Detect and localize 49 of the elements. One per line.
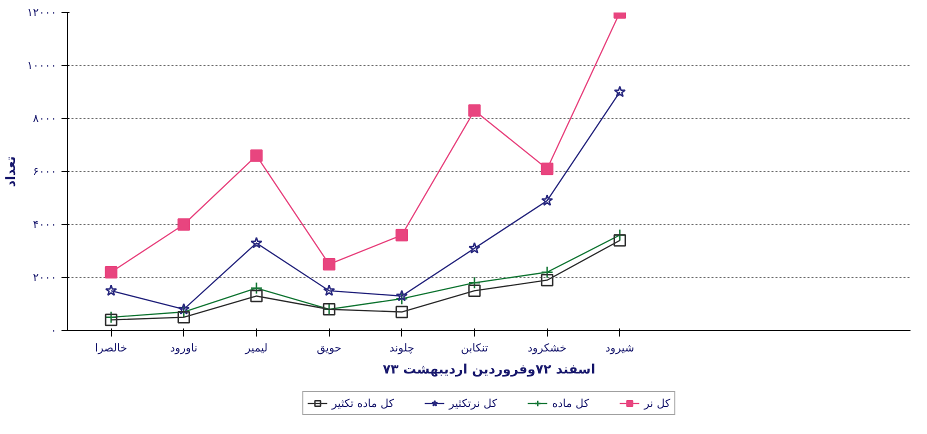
point xyxy=(178,218,190,231)
point xyxy=(104,311,118,324)
point xyxy=(178,311,190,324)
point xyxy=(250,149,263,162)
point xyxy=(540,266,554,278)
point xyxy=(105,284,118,296)
point xyxy=(396,292,408,305)
point xyxy=(540,162,554,176)
x-tick-label: چلوند xyxy=(389,342,414,354)
point xyxy=(541,194,554,206)
point xyxy=(250,236,262,248)
y-axis-title: تعداد xyxy=(4,156,19,187)
legend-label: کل نر xyxy=(644,396,670,410)
point xyxy=(396,290,408,302)
y-tick-label: ۸۰۰۰ xyxy=(32,112,57,125)
y-tick-label: ۴۰۰۰ xyxy=(32,218,57,231)
y-tick-label: ۱۰۰۰۰ xyxy=(26,59,57,72)
point xyxy=(250,290,263,302)
point xyxy=(250,282,263,294)
point xyxy=(178,303,190,314)
x-tick-label: خالصرا xyxy=(95,342,128,354)
point xyxy=(396,306,408,318)
x-tick-label: حویق xyxy=(316,342,342,354)
point xyxy=(104,266,118,278)
point xyxy=(468,104,481,117)
point xyxy=(614,228,626,242)
point xyxy=(614,234,626,247)
x-tick-label: لیمیر xyxy=(244,342,268,354)
point xyxy=(396,228,408,242)
point xyxy=(614,86,626,98)
point xyxy=(322,258,336,270)
legend-label: کل ماده تکثیر xyxy=(332,396,394,410)
x-tick-label: خشکرود xyxy=(528,342,567,354)
y-tick-label: ۱۲۰۰۰ xyxy=(26,6,57,19)
x-tick-label: شیرود xyxy=(605,342,634,354)
legend-label: کل نرتکثیر xyxy=(449,396,498,410)
point xyxy=(323,284,336,296)
y-tick-label: ۲۰۰۰ xyxy=(32,271,57,284)
legend-label: کل ماده xyxy=(552,396,590,410)
y-tick-label: ۰ xyxy=(50,324,57,337)
x-tick-label: ناورود xyxy=(170,342,198,354)
point xyxy=(468,276,481,290)
point xyxy=(468,284,481,297)
x-tick-label: تنکابن xyxy=(460,342,488,354)
x-axis-title: اسفند ۷۲وفروردین اردیبهشت ۷۳ xyxy=(382,362,596,378)
y-tick-label: ۶۰۰۰ xyxy=(32,165,57,178)
point xyxy=(540,274,554,286)
point xyxy=(468,242,480,254)
point xyxy=(104,314,118,326)
